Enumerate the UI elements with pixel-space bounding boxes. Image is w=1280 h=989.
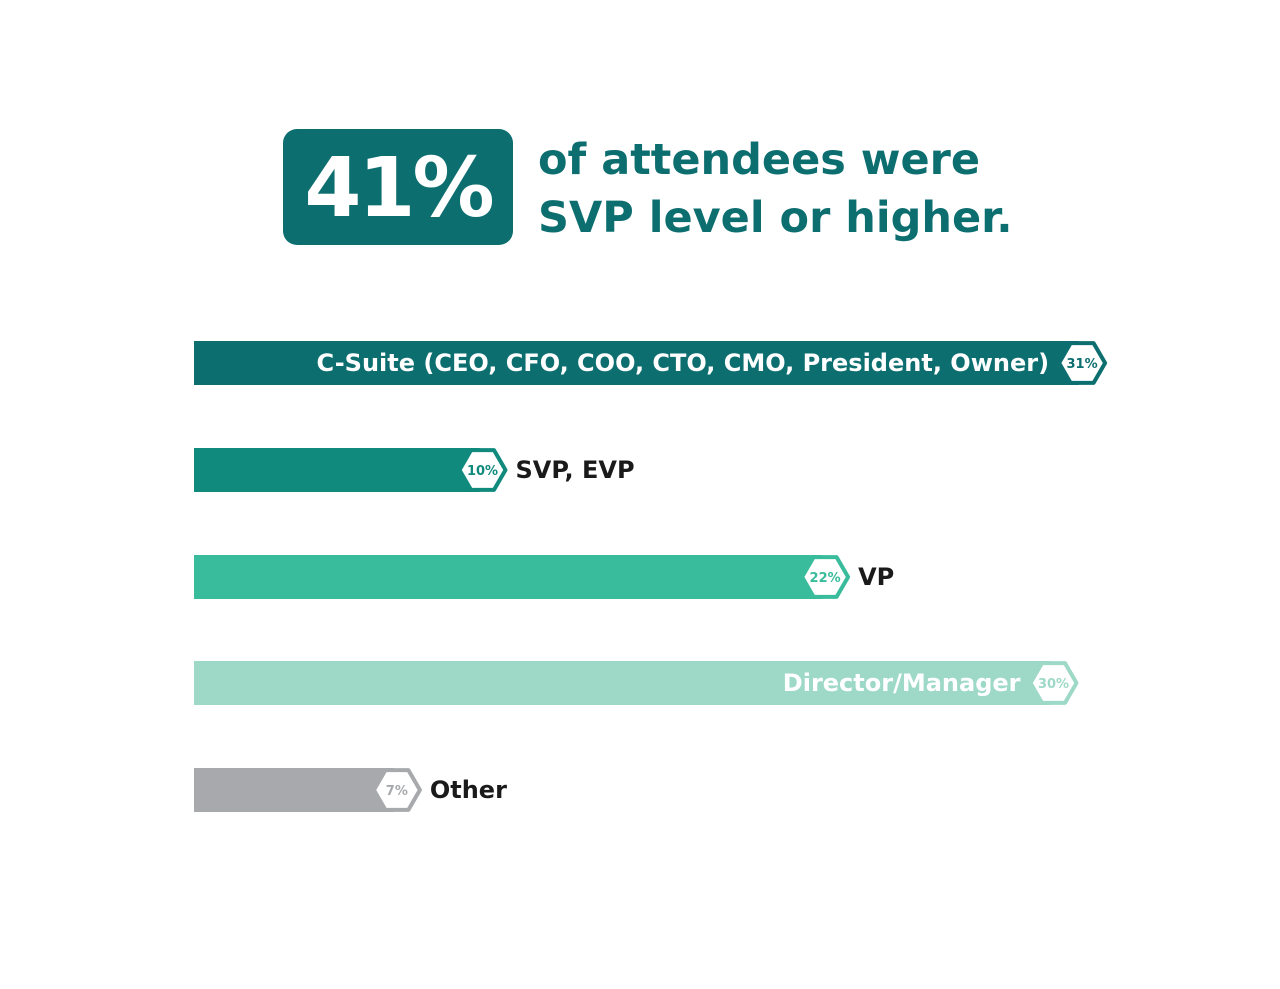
headline-caption-line2: SVP level or higher. [538,193,1013,243]
value-badge-3 [1028,661,1079,705]
value-badge-1 [457,448,508,492]
headline-caption: of attendees were SVP level or higher. [538,131,1013,247]
bar-2 [194,555,823,599]
headline-stat-box: 41% [283,129,513,245]
category-label-0: C-Suite (CEO, CFO, COO, CTO, CMO, Presid… [317,349,1050,377]
bar-4 [194,768,394,812]
value-label-1: 10% [467,464,498,479]
bar-3 [194,661,1051,705]
category-label-2: VP [858,563,894,591]
value-badge-0 [1057,341,1108,385]
value-label-4: 7% [386,784,408,799]
category-label-3: Director/Manager [783,669,1021,697]
category-label-1: SVP, EVP [516,456,635,484]
category-label-4: Other [430,776,507,804]
value-label-2: 22% [810,571,841,586]
bar-1 [194,448,480,492]
value-badge-2 [800,555,851,599]
bar-0 [194,341,1080,385]
headline-caption-line1: of attendees were [538,135,981,185]
headline-stat: 41% [304,140,494,236]
value-label-0: 31% [1066,357,1097,372]
value-badge-4 [371,768,422,812]
value-label-3: 30% [1038,677,1069,692]
